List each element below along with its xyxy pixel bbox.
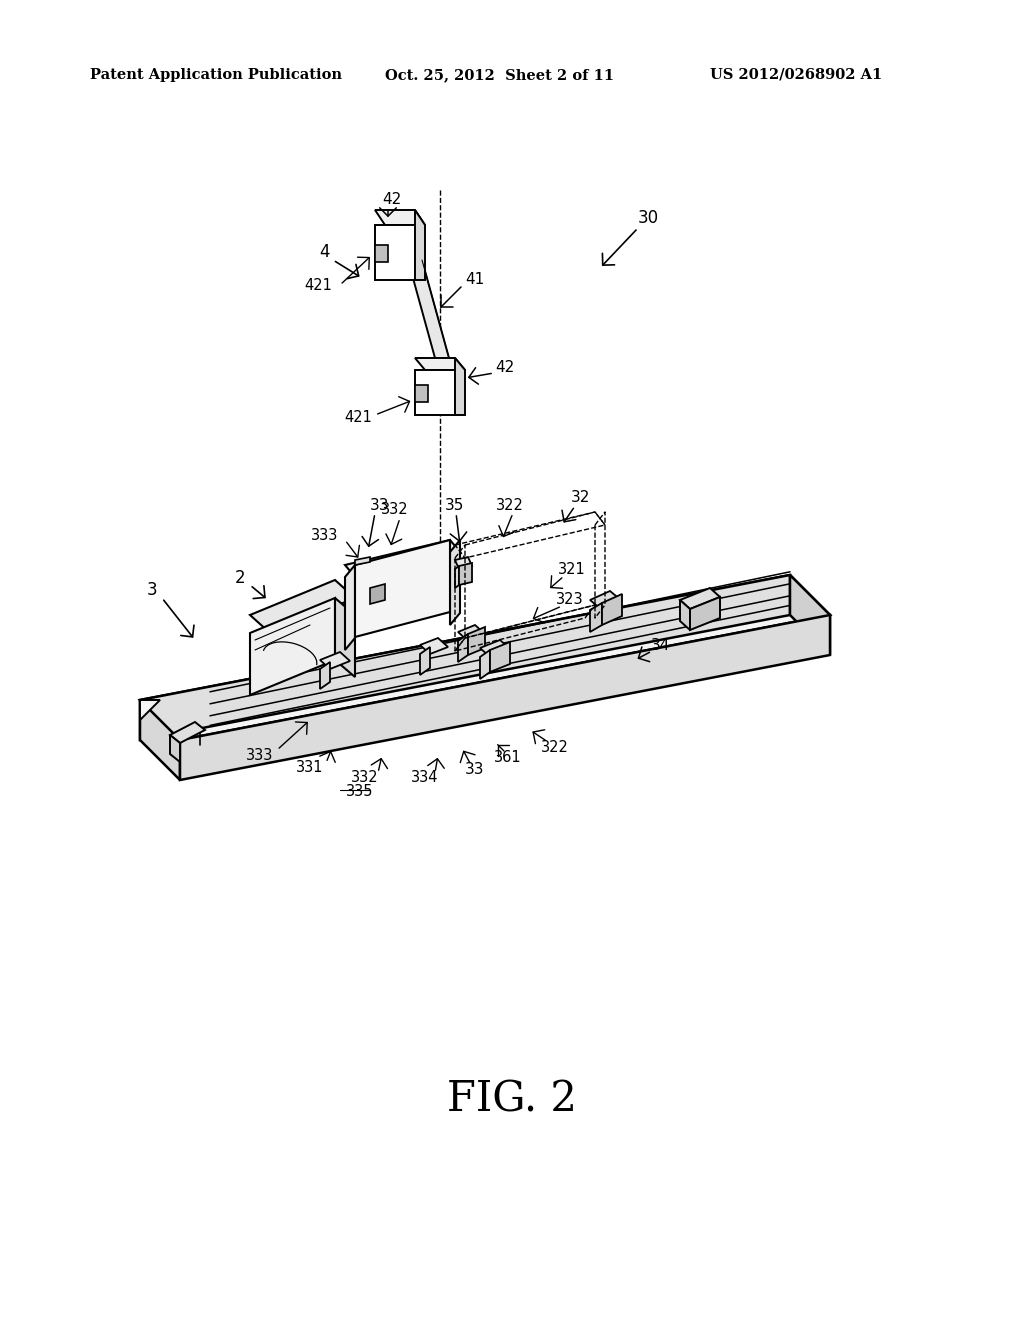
Polygon shape xyxy=(468,627,485,655)
Text: 2: 2 xyxy=(234,569,246,587)
Text: 3: 3 xyxy=(146,581,158,599)
Text: 323: 323 xyxy=(556,593,584,607)
Polygon shape xyxy=(180,615,830,780)
Text: 321: 321 xyxy=(558,562,586,578)
Text: 333: 333 xyxy=(311,528,339,543)
Polygon shape xyxy=(590,591,622,610)
Polygon shape xyxy=(319,652,350,669)
Polygon shape xyxy=(375,246,388,261)
Polygon shape xyxy=(450,540,460,624)
Polygon shape xyxy=(415,210,425,280)
Polygon shape xyxy=(408,260,449,358)
Polygon shape xyxy=(480,649,490,678)
Text: 4: 4 xyxy=(319,243,331,261)
Text: 33: 33 xyxy=(371,498,390,512)
Text: 32: 32 xyxy=(570,490,590,504)
Polygon shape xyxy=(375,210,425,224)
Text: 35: 35 xyxy=(445,498,465,512)
Polygon shape xyxy=(455,557,472,569)
Polygon shape xyxy=(415,358,465,370)
Polygon shape xyxy=(355,557,370,565)
Text: Patent Application Publication: Patent Application Publication xyxy=(90,69,342,82)
Polygon shape xyxy=(140,576,790,741)
Text: 322: 322 xyxy=(541,741,569,755)
Polygon shape xyxy=(458,624,485,642)
Polygon shape xyxy=(170,722,205,743)
Polygon shape xyxy=(490,642,510,672)
Polygon shape xyxy=(140,700,180,780)
Polygon shape xyxy=(140,700,160,719)
Polygon shape xyxy=(319,663,330,689)
Polygon shape xyxy=(375,224,415,280)
Text: 421: 421 xyxy=(304,277,332,293)
Polygon shape xyxy=(790,576,830,655)
Text: 33: 33 xyxy=(465,763,484,777)
Polygon shape xyxy=(458,634,468,663)
Text: 333: 333 xyxy=(247,747,273,763)
Polygon shape xyxy=(415,370,455,414)
Polygon shape xyxy=(250,579,355,634)
Polygon shape xyxy=(455,358,465,414)
Polygon shape xyxy=(459,564,472,585)
Polygon shape xyxy=(690,597,720,630)
Text: 42: 42 xyxy=(382,193,401,207)
Polygon shape xyxy=(140,576,830,741)
Text: 421: 421 xyxy=(344,411,372,425)
Polygon shape xyxy=(680,601,690,630)
Text: 30: 30 xyxy=(637,209,658,227)
Text: US 2012/0268902 A1: US 2012/0268902 A1 xyxy=(710,69,883,82)
Polygon shape xyxy=(455,566,459,587)
Text: 332: 332 xyxy=(381,503,409,517)
Text: 41: 41 xyxy=(465,272,484,288)
Polygon shape xyxy=(250,598,335,696)
Polygon shape xyxy=(170,735,180,762)
Text: 335: 335 xyxy=(346,784,374,800)
Polygon shape xyxy=(420,638,449,653)
Polygon shape xyxy=(602,594,622,624)
Text: Oct. 25, 2012  Sheet 2 of 11: Oct. 25, 2012 Sheet 2 of 11 xyxy=(385,69,614,82)
Polygon shape xyxy=(415,385,428,403)
Polygon shape xyxy=(345,565,355,649)
Text: 334: 334 xyxy=(412,771,438,785)
Polygon shape xyxy=(335,598,355,677)
Polygon shape xyxy=(680,587,720,609)
Text: 361: 361 xyxy=(495,751,522,766)
Polygon shape xyxy=(480,640,510,657)
Text: 34: 34 xyxy=(650,638,670,652)
Polygon shape xyxy=(355,540,450,638)
Text: 331: 331 xyxy=(296,760,324,776)
Polygon shape xyxy=(420,647,430,675)
Text: 42: 42 xyxy=(496,360,515,375)
Text: 322: 322 xyxy=(496,498,524,512)
Text: 332: 332 xyxy=(351,771,379,785)
Polygon shape xyxy=(590,603,602,632)
Text: FIG. 2: FIG. 2 xyxy=(447,1078,577,1121)
Polygon shape xyxy=(370,583,385,605)
Polygon shape xyxy=(345,540,460,577)
